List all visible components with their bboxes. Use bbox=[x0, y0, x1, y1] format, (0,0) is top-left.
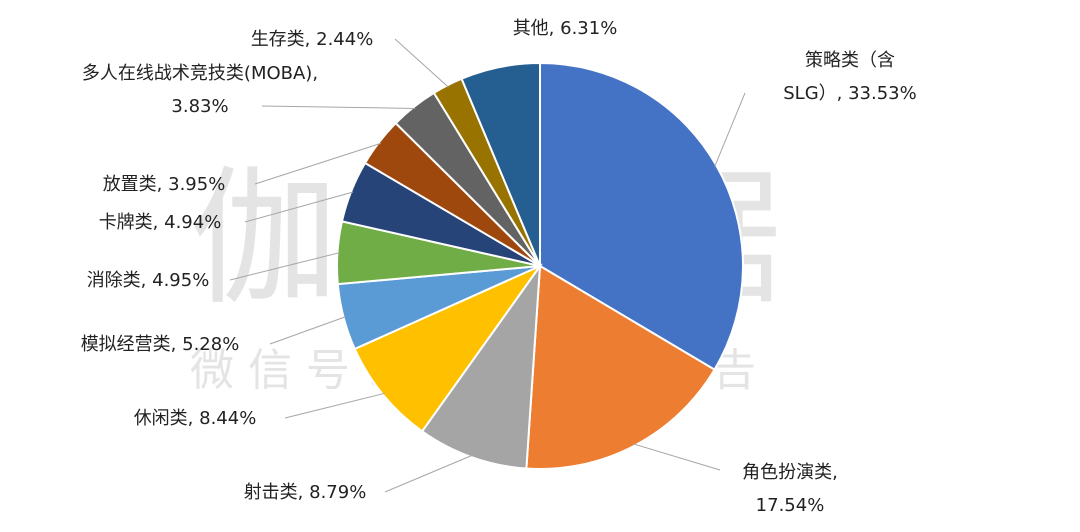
slice-label-7: 卡牌类, 4.94% bbox=[99, 212, 222, 233]
slice-label-4: 休闲类, 8.44% bbox=[134, 408, 257, 429]
slice-label-line: 模拟经营类, 5.28% bbox=[81, 334, 240, 355]
pie-slice-4 bbox=[353, 263, 543, 433]
slice-label-8: 放置类, 3.95% bbox=[103, 174, 226, 195]
slice-label-line: 3.83% bbox=[171, 96, 228, 117]
leader-line-9 bbox=[261, 105, 416, 109]
pie-slice-11 bbox=[460, 61, 541, 267]
slice-label-1: 策略类（含 SLG）, 33.53% bbox=[783, 50, 916, 104]
slice-label-line: 消除类, 4.95% bbox=[87, 270, 210, 291]
pie-slice-3 bbox=[420, 262, 542, 470]
slice-label-line: 多人在线战术竞技类(MOBA), bbox=[82, 63, 318, 84]
leader-line-10 bbox=[394, 38, 449, 88]
slice-label-3: 射击类, 8.79% bbox=[244, 482, 367, 503]
slice-label-2: 角色扮演类, 17.54% bbox=[742, 462, 838, 516]
leader-line-8 bbox=[254, 142, 381, 185]
pie-slices bbox=[336, 61, 744, 470]
leader-line-7 bbox=[244, 191, 354, 223]
slice-label-line: SLG）, 33.53% bbox=[783, 83, 916, 104]
leader-line-2 bbox=[633, 443, 721, 471]
leader-lines bbox=[229, 38, 746, 493]
slice-label-5: 模拟经营类, 5.28% bbox=[81, 334, 240, 355]
slice-label-line: 生存类, 2.44% bbox=[251, 29, 374, 50]
leader-line-4 bbox=[284, 392, 385, 419]
leader-line-5 bbox=[269, 316, 346, 345]
pie-slice-1 bbox=[539, 61, 744, 372]
slice-label-10: 生存类, 2.44% bbox=[251, 29, 374, 50]
slice-label-line: 卡牌类, 4.94% bbox=[99, 212, 222, 233]
leader-line-1 bbox=[714, 92, 746, 167]
slice-label-9: 多人在线战术竞技类(MOBA), 3.83% bbox=[82, 63, 318, 117]
slice-labels: 策略类（含 SLG）, 33.53% 角色扮演类, 17.54% 射击类, 8.79% 休… bbox=[81, 18, 917, 516]
slice-label-line: 射击类, 8.79% bbox=[244, 482, 367, 503]
slice-label-line: 其他, 6.31% bbox=[513, 18, 618, 39]
leader-line-6 bbox=[229, 252, 340, 281]
slice-label-6: 消除类, 4.95% bbox=[87, 270, 210, 291]
leader-line-3 bbox=[384, 454, 473, 493]
slice-label-line: 角色扮演类, bbox=[742, 462, 838, 483]
slice-label-line: 策略类（含 bbox=[805, 50, 895, 71]
slice-label-line: 17.54% bbox=[756, 495, 825, 516]
slice-label-line: 放置类, 3.95% bbox=[103, 174, 226, 195]
slice-label-line: 休闲类, 8.44% bbox=[134, 408, 257, 429]
pie-slice-2 bbox=[525, 264, 716, 470]
slice-label-11: 其他, 6.31% bbox=[513, 18, 618, 39]
